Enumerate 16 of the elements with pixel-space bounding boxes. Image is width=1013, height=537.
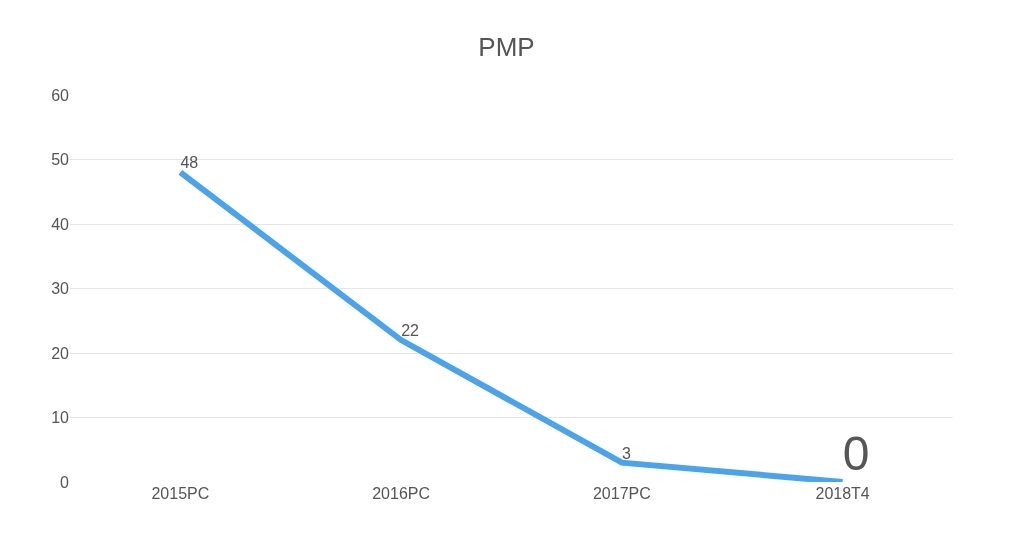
data-label: 0	[842, 427, 870, 480]
data-label: 3	[621, 444, 631, 462]
data-label: 22	[401, 322, 420, 340]
x-tick-label: 2016PC	[372, 485, 431, 502]
x-tick-label: 2018T4	[815, 485, 870, 502]
chart-title: PMP	[478, 31, 535, 62]
x-tick-label: 2017PC	[592, 485, 651, 502]
data-label: 48	[180, 154, 199, 172]
x-tick-label: 2015PC	[151, 485, 210, 502]
y-tick-label: 10	[51, 409, 70, 427]
y-tick-label: 30	[51, 280, 70, 298]
y-tick-label: 60	[51, 86, 70, 104]
y-tick-label: 20	[51, 344, 70, 362]
y-tick-label: 40	[51, 215, 70, 233]
y-tick-label: 0	[60, 473, 70, 491]
y-tick-label: 50	[51, 151, 70, 169]
